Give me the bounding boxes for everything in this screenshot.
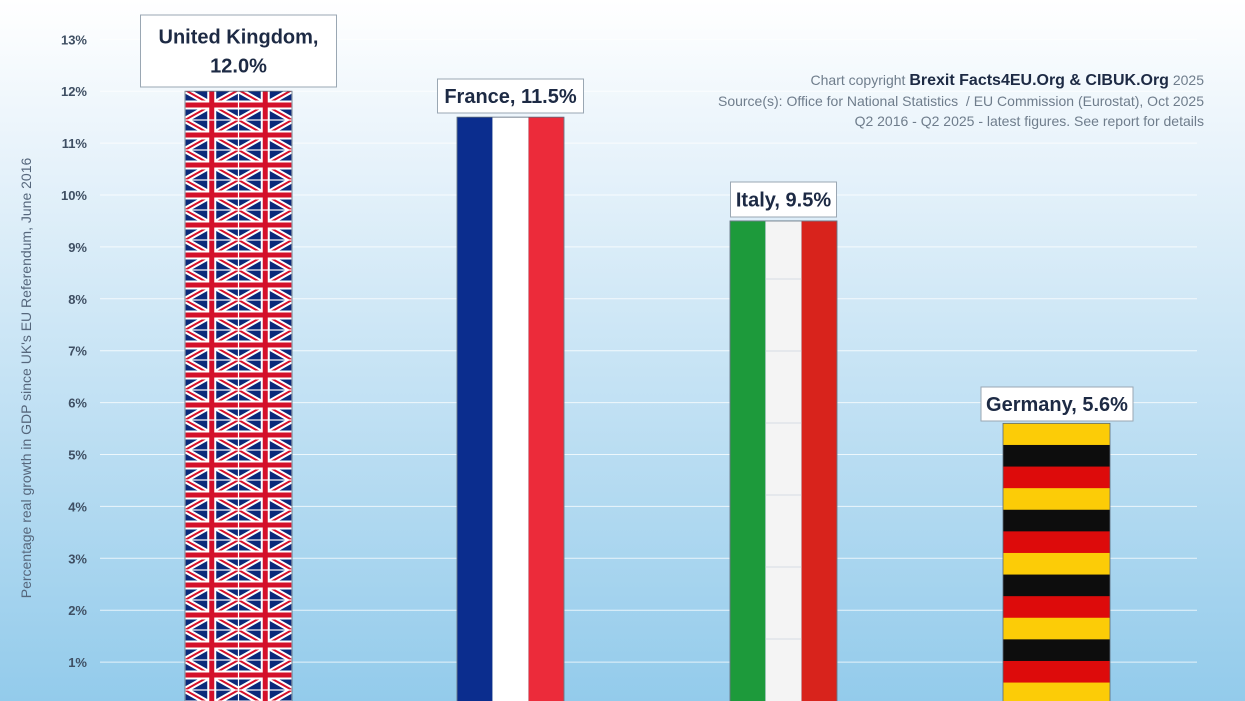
bar-stripe <box>1003 466 1110 489</box>
data-label-text: United Kingdom, <box>159 27 319 49</box>
bar-stripe <box>1003 531 1110 554</box>
y-axis-ticks: 1% 2% 3% 4% 5% 6% 7% 8% 9% 10% 11% 12% 13% <box>61 32 87 670</box>
source-line: Source(s): Office for National Statistic… <box>717 93 1204 109</box>
bar-stripe <box>1003 639 1110 662</box>
data-label-text: Germany, 5.6% <box>986 394 1128 416</box>
data-label: United Kingdom, 12.0% <box>140 14 337 88</box>
data-label-box <box>730 181 837 218</box>
y-tick-label: 5% <box>68 448 87 463</box>
credits-block: Chart copyright Brexit Facts4EU.Org & CI… <box>718 70 1204 131</box>
data-label: France, 11.5% <box>437 78 584 114</box>
bar-stripe <box>1003 574 1110 597</box>
bar-stripe <box>1003 423 1110 446</box>
y-axis-label: Percentage real growth in GDP since UK's… <box>18 158 34 599</box>
bar-stripe <box>1003 660 1110 684</box>
data-label-text: France, 11.5% <box>444 86 577 108</box>
data-label-box <box>980 386 1134 422</box>
y-tick-label: 12% <box>61 84 87 99</box>
data-labels: United Kingdom, 12.0% France, 11.5% Italy, … <box>140 14 1134 422</box>
bar-outline <box>184 90 293 701</box>
bar-stripe <box>1003 682 1110 701</box>
bar-italy <box>729 220 838 701</box>
bar-stripe <box>801 220 838 701</box>
copyright-year: 2025 <box>1172 72 1204 88</box>
bar-fill-union-jack <box>185 91 292 701</box>
period-line: Q2 2016 - Q2 2025 - latest figures. See … <box>854 113 1204 129</box>
data-label: Italy, 9.5% <box>730 181 837 218</box>
data-label-box <box>437 78 584 114</box>
data-label-box <box>140 14 337 88</box>
bar-united-kingdom <box>184 90 293 701</box>
y-tick-label: 9% <box>68 240 87 255</box>
y-tick-label: 8% <box>68 292 87 307</box>
copyright-brand: Brexit Facts4EU.Org & CIBUK.Org <box>909 72 1169 89</box>
y-tick-label: 11% <box>62 136 88 151</box>
bar-stripe <box>528 116 565 701</box>
bar-outline <box>1002 422 1111 701</box>
bar-stripe <box>1003 509 1110 532</box>
bar-outline <box>456 116 565 701</box>
bar-stripe <box>1003 596 1110 619</box>
bar-stripe <box>456 116 493 701</box>
bar-outline <box>729 220 838 701</box>
bar-stripe <box>1003 488 1110 511</box>
data-label: Germany, 5.6% <box>980 386 1134 422</box>
y-tick-label: 1% <box>68 655 87 670</box>
data-label-text: 12.0% <box>210 56 267 78</box>
y-tick-label: 3% <box>68 551 87 566</box>
y-tick-label: 6% <box>68 396 87 411</box>
copyright-prefix: Chart copyright <box>810 72 906 88</box>
y-tick-label: 7% <box>68 344 87 359</box>
y-tick-label: 13% <box>61 32 87 47</box>
bars <box>184 90 1111 701</box>
y-tick-label: 4% <box>68 499 87 514</box>
copyright-line: Chart copyright Brexit Facts4EU.Org & CI… <box>718 70 1204 91</box>
y-tick-label: 10% <box>61 188 87 203</box>
bar-france <box>456 116 565 701</box>
bar-stripe <box>1003 617 1110 640</box>
bar-stripe <box>1003 552 1110 576</box>
y-tick-label: 2% <box>68 603 87 618</box>
bar-stripe <box>765 220 802 701</box>
bar-germany <box>1002 422 1111 701</box>
bar-stripe <box>1003 444 1110 468</box>
data-label-text: Italy, 9.5% <box>736 190 831 212</box>
bar-stripe <box>729 220 766 701</box>
bar-stripe <box>492 116 529 701</box>
